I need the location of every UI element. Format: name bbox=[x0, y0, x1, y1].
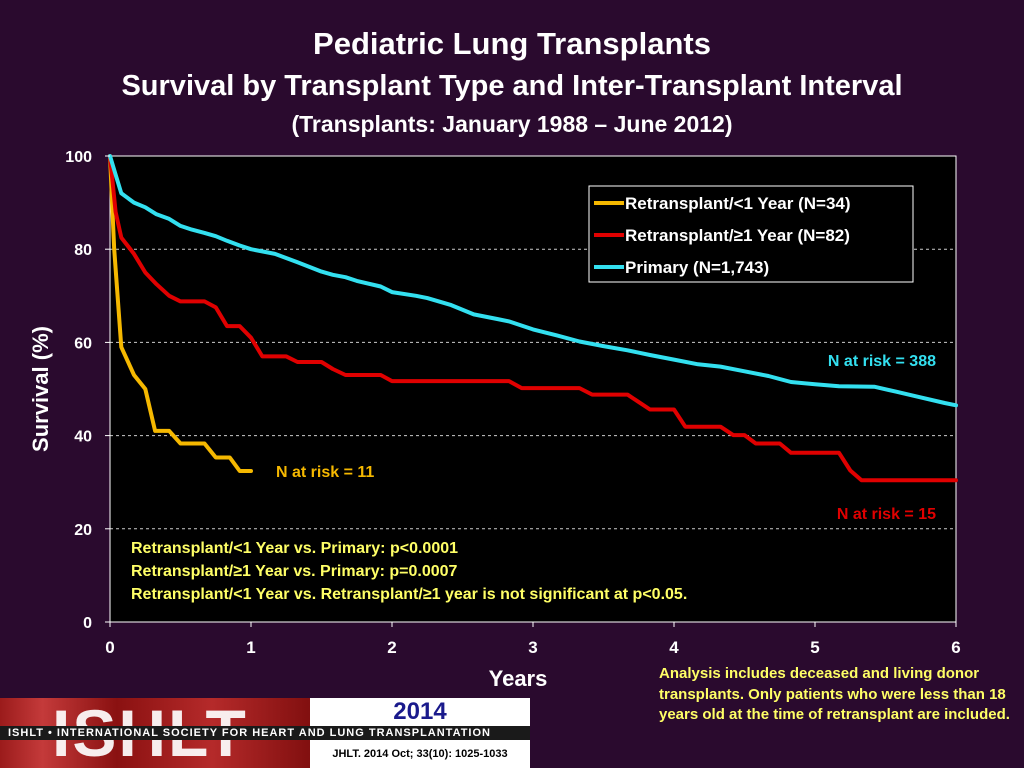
footnote: Analysis includes deceased and living do… bbox=[659, 665, 1010, 723]
n-at-risk-label: N at risk = 15 bbox=[837, 506, 936, 523]
x-tick-label: 1 bbox=[246, 638, 255, 657]
retransplant-over-1yr-line bbox=[108, 154, 958, 483]
y-tick-label: 80 bbox=[74, 242, 92, 259]
x-tick-label: 3 bbox=[528, 638, 537, 657]
y-tick-label: 100 bbox=[65, 149, 92, 166]
legend-entry: Primary (N=1,743) bbox=[625, 258, 769, 277]
date-range-subtitle: (Transplants: January 1988 – June 2012) bbox=[291, 111, 733, 137]
legend-entry: Retransplant/≥1 Year (N=82) bbox=[625, 226, 850, 245]
y-tick-label: 0 bbox=[83, 615, 92, 632]
y-tick-label: 40 bbox=[74, 429, 92, 446]
page-subtitle: Survival by Transplant Type and Inter-Tr… bbox=[121, 70, 903, 102]
y-tick-label: 20 bbox=[74, 522, 92, 539]
axes: 0 20 40 60 80 100 0 1 2 3 4 5 6 Years Survival (%) bbox=[28, 149, 961, 691]
retransplant-under-1yr-line bbox=[108, 154, 253, 473]
logo-year: 2014 bbox=[310, 698, 530, 726]
y-axis-label: Survival (%) bbox=[28, 326, 53, 452]
stats-text-line: Retransplant/<1 Year vs. Retransplant/≥1… bbox=[131, 586, 687, 603]
x-tick-label: 2 bbox=[387, 638, 396, 657]
primary-line bbox=[108, 154, 958, 408]
n-at-risk-label: N at risk = 11 bbox=[276, 464, 374, 481]
y-tick-label: 60 bbox=[74, 335, 92, 352]
legend-box bbox=[588, 185, 914, 283]
series-lines bbox=[108, 154, 958, 483]
x-tick-label: 6 bbox=[951, 638, 960, 657]
chart-labels: N at risk = 388 N at risk = 11 N at risk =… bbox=[131, 353, 936, 603]
x-tick-label: 5 bbox=[810, 638, 819, 657]
legend: Retransplant/<1 Year (N=34) Retransplant/… bbox=[588, 185, 914, 283]
page-title: Pediatric Lung Transplants bbox=[313, 26, 711, 61]
legend-entry: Retransplant/<1 Year (N=34) bbox=[625, 194, 851, 213]
x-axis-label: Years bbox=[489, 666, 548, 691]
stats-text-line: Retransplant/<1 Year vs. Primary: p<0.00… bbox=[131, 540, 458, 557]
citation: JHLT. 2014 Oct; 33(10): 1025-1033 bbox=[310, 740, 530, 768]
logo-society-name: ISHLT • INTERNATIONAL SOCIETY FOR HEART … bbox=[0, 726, 530, 740]
x-tick-label: 4 bbox=[669, 638, 679, 657]
n-at-risk-label: N at risk = 388 bbox=[828, 353, 936, 370]
x-tick-label: 0 bbox=[105, 638, 114, 657]
stats-text-line: Retransplant/≥1 Year vs. Primary: p=0.00… bbox=[131, 563, 458, 580]
